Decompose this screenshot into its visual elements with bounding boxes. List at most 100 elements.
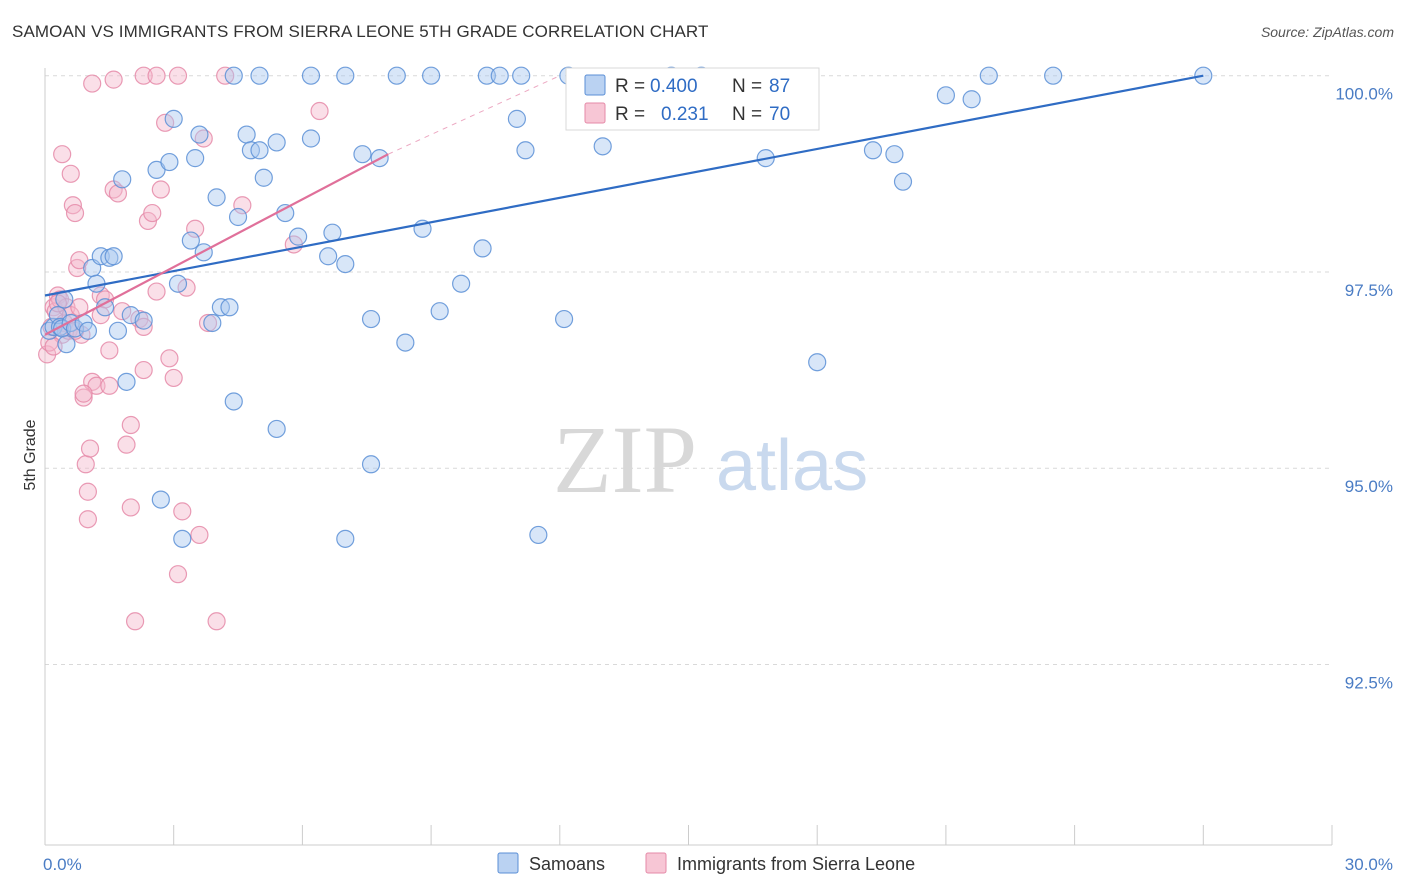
sierra-leone-point-67 bbox=[78, 510, 98, 529]
sierra-leone-point-13 bbox=[65, 203, 85, 223]
sierra-leone-point-41 bbox=[168, 565, 188, 584]
stats-legend: R = 0.400 N = 87 R = 0.231 N = 70 bbox=[565, 67, 820, 131]
series-legend-swatch-samoans bbox=[497, 852, 519, 874]
samoans-point-30 bbox=[207, 188, 226, 207]
samoans-point-51 bbox=[430, 302, 449, 321]
y-tick-label-2: 95.0% bbox=[1345, 477, 1393, 496]
samoans-point-70 bbox=[301, 66, 321, 85]
samoans-point-23 bbox=[160, 152, 179, 172]
sierra-leone-point-33 bbox=[134, 317, 153, 336]
samoans-point-25 bbox=[181, 231, 200, 250]
watermark: ZIP atlas bbox=[553, 406, 868, 513]
sierra-leone-point-39 bbox=[160, 349, 179, 368]
trend-lines bbox=[44, 74, 1204, 336]
sierra-leone-point-17 bbox=[74, 388, 93, 407]
samoans-point-81 bbox=[151, 490, 170, 509]
sierra-leone-point-37 bbox=[151, 180, 170, 199]
samoans-point-65 bbox=[979, 66, 998, 85]
samoans-point-61 bbox=[885, 145, 904, 164]
series-legend-label-sierra-leone: Immigrants from Sierra Leone bbox=[677, 854, 915, 874]
sierra-leone-point-28 bbox=[113, 302, 132, 321]
sierra-leone-point-36 bbox=[147, 282, 166, 301]
sierra-leone-point-57 bbox=[83, 74, 102, 93]
sierra-leone-point-25 bbox=[100, 341, 119, 360]
sierra-leone-point-43 bbox=[177, 278, 196, 297]
series-legend-label-samoans: Samoans bbox=[529, 854, 605, 874]
legend-r-value-samoans: 0.400 bbox=[650, 76, 698, 97]
x-tick-label-1: 30.0% bbox=[1345, 855, 1393, 874]
sierra-leone-point-35 bbox=[143, 203, 162, 223]
sierra-leone-point-27 bbox=[108, 184, 128, 203]
samoans-point-42 bbox=[301, 129, 321, 148]
samoans-point-44 bbox=[323, 223, 342, 242]
sierra-leone-point-62 bbox=[121, 415, 140, 435]
sierra-leone-point-47 bbox=[198, 313, 218, 333]
sierra-leone-point-31 bbox=[125, 612, 145, 631]
samoans-point-45 bbox=[336, 255, 355, 274]
samoans-point-86 bbox=[529, 525, 548, 545]
samoans-point-41 bbox=[289, 227, 308, 246]
watermark-atlas: atlas bbox=[716, 426, 868, 506]
sierra-leone-point-45 bbox=[190, 525, 209, 545]
sierra-leone-point-18 bbox=[76, 455, 95, 474]
sierra-leone-point-29 bbox=[117, 435, 136, 454]
samoans-point-83 bbox=[267, 419, 286, 439]
samoans-point-28 bbox=[186, 149, 205, 168]
samoans-point-72 bbox=[387, 66, 406, 85]
grid-lines bbox=[45, 75, 1332, 665]
legend-n-value-samoans: 87 bbox=[769, 76, 790, 97]
sierra-leone-point-55 bbox=[147, 66, 166, 85]
sierra-leone-point-42 bbox=[173, 502, 192, 521]
trend-line-sierra-leone bbox=[44, 153, 389, 336]
samoans-point-37 bbox=[250, 141, 269, 160]
y-axis-label: 5th Grade bbox=[22, 419, 39, 490]
samoans-point-29 bbox=[203, 313, 222, 333]
samoans-point-46 bbox=[353, 145, 372, 164]
series-legend: Samoans Immigrants from Sierra Leone bbox=[497, 852, 915, 874]
samoans-point-52 bbox=[452, 274, 471, 293]
sierra-leone-point-11 bbox=[61, 164, 80, 183]
samoans-point-39 bbox=[267, 133, 286, 152]
samoans-point-73 bbox=[422, 66, 441, 85]
samoans-point-21 bbox=[104, 247, 123, 266]
legend-r-value-sierra-leone: 0.231 bbox=[661, 104, 709, 125]
samoans-point-19 bbox=[134, 311, 153, 330]
series-legend-swatch-sierra-leone bbox=[645, 852, 667, 874]
watermark-zip: ZIP bbox=[553, 406, 697, 513]
sierra-leone-point-19 bbox=[78, 482, 98, 501]
legend-swatch-sierra-leone bbox=[584, 102, 606, 124]
samoans-point-57 bbox=[593, 137, 612, 156]
sierra-leone-point-61 bbox=[100, 376, 119, 395]
sierra-leone-point-40 bbox=[164, 368, 183, 388]
sierra-leone-point-30 bbox=[121, 498, 140, 517]
stats-legend-box bbox=[565, 67, 820, 131]
samoans-point-60 bbox=[863, 141, 883, 160]
samoans-point-34 bbox=[228, 207, 248, 227]
sierra-leone-point-56 bbox=[168, 66, 188, 85]
sierra-leone-point-49 bbox=[233, 196, 252, 215]
legend-r-label-samoans: R = bbox=[615, 76, 645, 97]
samoans-point-62 bbox=[893, 172, 913, 191]
legend-swatch-samoans bbox=[584, 74, 606, 96]
samoans-point-33 bbox=[224, 392, 243, 411]
samoans-point-6 bbox=[57, 335, 76, 354]
samoans-point-27 bbox=[190, 125, 209, 144]
samoans-point-38 bbox=[254, 168, 273, 187]
sierra-leone-point-38 bbox=[156, 113, 175, 132]
y-tick-label-3: 92.5% bbox=[1345, 673, 1393, 692]
samoans-point-85 bbox=[361, 455, 381, 474]
samoans-point-49 bbox=[396, 333, 415, 352]
sierra-leone-point-60 bbox=[74, 384, 93, 403]
x-tick-label-0: 0.0% bbox=[43, 855, 82, 874]
samoans-point-20 bbox=[113, 170, 132, 189]
samoans-point-56 bbox=[554, 309, 574, 329]
sierra-leone-point-44 bbox=[186, 219, 205, 238]
sierra-leone-point-53 bbox=[134, 66, 153, 85]
samoans-point-71 bbox=[336, 66, 355, 85]
y-tick-label-1: 97.5% bbox=[1345, 281, 1393, 300]
samoans-point-55 bbox=[516, 141, 535, 160]
legend-n-value-sierra-leone: 70 bbox=[769, 104, 790, 125]
samoans-point-16 bbox=[108, 321, 128, 340]
source-label: Source: ZipAtlas.com bbox=[1260, 24, 1394, 40]
